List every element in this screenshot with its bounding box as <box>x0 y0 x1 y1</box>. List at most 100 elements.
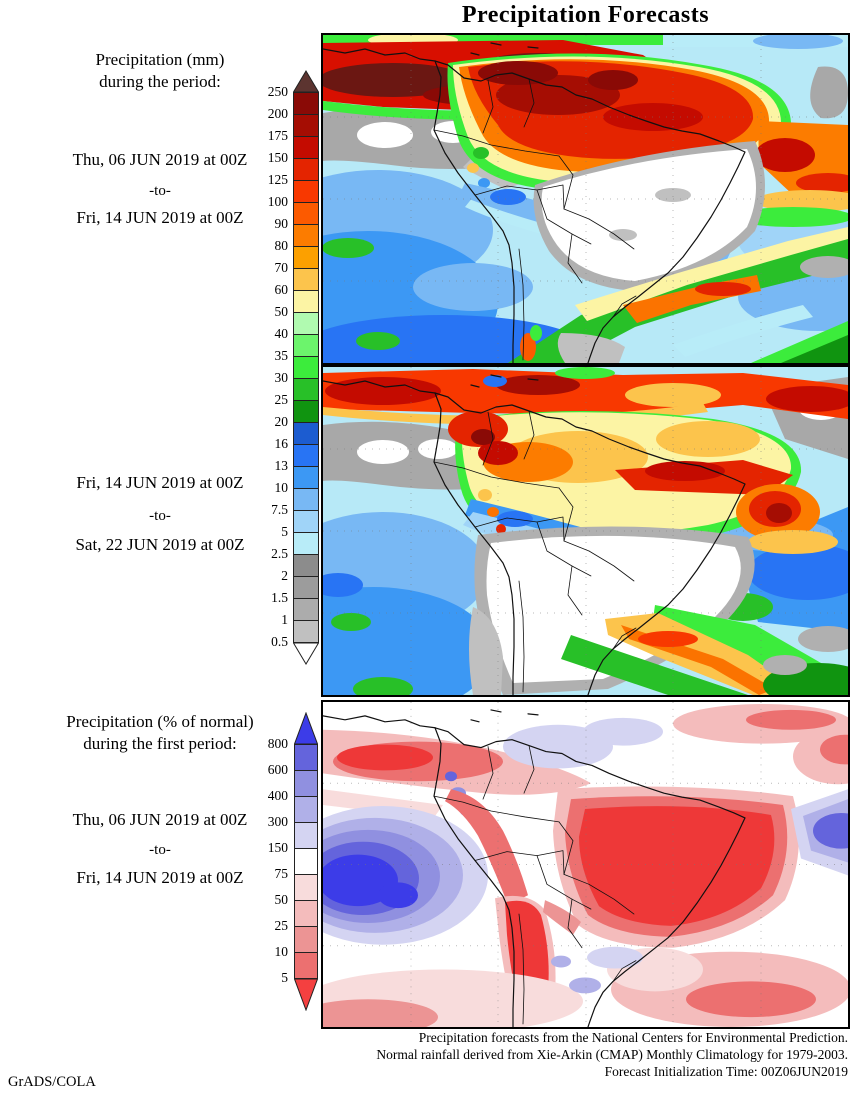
legend-box <box>294 620 318 642</box>
legend-pct-colorbar <box>294 712 318 1011</box>
p2-dry-interior <box>469 526 755 695</box>
period1-to: Fri, 14 JUN 2019 at 00Z <box>76 208 244 227</box>
legend-label: 1 <box>281 612 288 627</box>
pct-section-header: Precipitation (% of normal) during the f… <box>5 711 315 755</box>
legend-label: 90 <box>274 216 289 231</box>
legend-arrow-down-icon <box>293 643 319 665</box>
mm-section-header: Precipitation (mm) during the period: <box>5 49 315 93</box>
legend-mm-labels: 250 200 175 150 125 100 90 80 70 60 50 40 35 30 25 20 16… <box>246 70 288 666</box>
legend-box <box>294 378 318 400</box>
legend-label: 13 <box>274 458 289 473</box>
legend-label: 30 <box>274 370 289 385</box>
legend-box <box>295 822 317 848</box>
legend-label: 2.5 <box>271 546 288 561</box>
p2-amazon-moderate-rain <box>448 411 802 546</box>
legend-box <box>295 770 317 796</box>
p3-pacific-wet-anomaly <box>323 806 488 945</box>
legend-label: 150 <box>267 840 288 855</box>
legend-box <box>294 422 318 444</box>
legend-arrow-up-icon <box>294 712 318 744</box>
period3-from: Thu, 06 JUN 2019 at 00Z <box>72 810 248 829</box>
legend-pct-labels: 800 600 400 300 150 75 50 25 10 5 <box>246 712 288 1012</box>
legend-box <box>294 444 318 466</box>
legend-box <box>294 92 318 114</box>
legend-box <box>294 312 318 334</box>
legend-box <box>294 180 318 202</box>
map-mm-period1-svg <box>323 35 848 363</box>
legend-label: 25 <box>274 392 289 407</box>
p1-andes-spots <box>467 147 498 201</box>
legend-box <box>294 202 318 224</box>
legend-label: 50 <box>274 304 289 319</box>
legend-label: 300 <box>267 814 288 829</box>
legend-label: 50 <box>274 892 289 907</box>
legend-box-stack <box>293 92 319 643</box>
legend-label: 600 <box>267 762 288 777</box>
legend-label: 16 <box>274 436 289 451</box>
p2-gray-patches-right <box>763 626 848 675</box>
legend-box <box>294 246 318 268</box>
legend-box <box>295 900 317 926</box>
p1-gray-patches <box>557 66 848 363</box>
legend-label: 70 <box>274 260 289 275</box>
map-mm-period2-svg <box>323 367 848 695</box>
legend-box <box>295 796 317 822</box>
legend-label: 20 <box>274 414 289 429</box>
page-title: Precipitation Forecasts <box>461 2 710 28</box>
legend-box <box>294 510 318 532</box>
legend-box <box>294 268 318 290</box>
footer-line2: Normal rainfall derived from Xie-Arkin (… <box>376 1047 848 1062</box>
footer-line1: Precipitation forecasts from the Nationa… <box>418 1030 848 1045</box>
period3-to: Fri, 14 JUN 2019 at 00Z <box>76 868 244 887</box>
legend-label: 200 <box>267 106 288 121</box>
legend-box <box>295 848 317 874</box>
period2-separator: -to- <box>149 508 171 524</box>
legend-box <box>295 952 317 978</box>
legend-label: 100 <box>267 194 288 209</box>
legend-box <box>294 400 318 422</box>
legend-label: 250 <box>267 84 288 99</box>
footer-line3: Forecast Initialization Time: 00Z06JUN20… <box>604 1064 848 1079</box>
legend-label: 800 <box>267 736 288 751</box>
p3-brazil-dry-anomaly <box>445 786 799 1025</box>
legend-label: 10 <box>274 480 289 495</box>
legend-box <box>294 576 318 598</box>
map-panel-percent-normal <box>321 700 850 1029</box>
legend-box <box>294 114 318 136</box>
legend-box <box>294 158 318 180</box>
legend-box <box>294 224 318 246</box>
period3-separator: -to- <box>149 842 171 858</box>
p1-ne-coast-band <box>733 121 848 227</box>
footer-caption: Precipitation forecasts from the Nationa… <box>323 1029 848 1080</box>
legend-precipitation-mm: 250 200 175 150 125 100 90 80 70 60 50 40 35 30 25 20 16… <box>246 70 346 666</box>
legend-box <box>294 488 318 510</box>
legend-label: 75 <box>274 866 289 881</box>
map-panel-mm-period2 <box>321 365 850 697</box>
legend-label: 400 <box>267 788 288 803</box>
map-panel-mm-period1 <box>321 33 850 365</box>
legend-label: 5 <box>281 524 288 539</box>
legend-label: 10 <box>274 944 289 959</box>
legend-label: 40 <box>274 326 289 341</box>
p1-dry-interior <box>533 141 765 291</box>
p2-itcz-band <box>323 367 848 425</box>
period1-from: Thu, 06 JUN 2019 at 00Z <box>72 150 248 169</box>
legend-box <box>294 290 318 312</box>
legend-label: 80 <box>274 238 289 253</box>
legend-box <box>295 874 317 900</box>
legend-label: 7.5 <box>271 502 288 517</box>
legend-box <box>294 136 318 158</box>
p3-bottom-pinks <box>323 946 848 1027</box>
map-percent-normal-svg <box>323 702 848 1027</box>
legend-percent-of-normal: 800 600 400 300 150 75 50 25 10 5 <box>246 712 346 1012</box>
legend-label: 175 <box>267 128 288 143</box>
legend-label: 125 <box>267 172 288 187</box>
mm-header-line1: Precipitation (mm) <box>95 50 225 69</box>
mm-header-line2: during the period: <box>99 72 221 91</box>
period2-to: Sat, 22 JUN 2019 at 00Z <box>75 535 245 554</box>
p1-southern-storm-bands <box>508 227 848 363</box>
legend-box <box>295 744 317 770</box>
pct-header-line2: during the first period: <box>83 734 237 753</box>
legend-box <box>294 554 318 576</box>
